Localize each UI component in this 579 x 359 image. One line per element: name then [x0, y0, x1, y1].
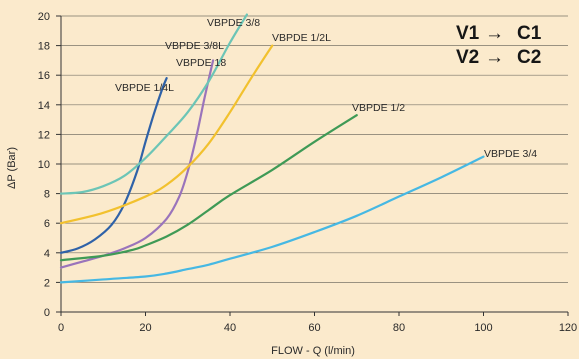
x-axis-label: FLOW - Q (l/min): [271, 345, 355, 357]
route-legend: V1 → C1 V2 → C2: [456, 23, 542, 68]
grid-layer: [61, 15, 568, 283]
y-tick-label: 12: [38, 129, 50, 141]
series-label-vbpde-3-8l: VBPDE 3/8L: [165, 40, 224, 52]
y-axis-label: ΔP (Bar): [6, 147, 18, 189]
y-tick-label: 8: [44, 189, 50, 201]
x-tick-label: 120: [559, 322, 577, 334]
x-tick-label: 40: [224, 322, 236, 334]
y-tick-label: 18: [38, 41, 50, 53]
route-1-arrow: →: [485, 23, 504, 44]
axes-layer: 0 2 4 6 8 10 12 14 16 18 20 0 20 40 60 80 100 120: [38, 11, 577, 334]
y-tick-label: 14: [38, 100, 50, 112]
y-tick-label: 20: [38, 11, 50, 23]
series-line-vbpde-3-8: [59, 13, 248, 195]
series-label-vbpde-1-2: VBPDE 1/2: [352, 102, 405, 114]
y-tick-label: 0: [44, 307, 50, 319]
series-label-vbpde-1-2l: VBPDE 1/2L: [272, 32, 331, 44]
route-1-from: V1: [456, 23, 480, 44]
series-label-vbpde-1-4l: VBPDE 1/4L: [115, 82, 174, 94]
series-label-layer: VBPDE 1/4L VBPDE 3/8L VBPDE 18 VBPDE 3/8 VBP…: [115, 17, 537, 160]
series-line-vbpde-1-2: [59, 114, 358, 262]
y-tick-label: 6: [44, 218, 50, 230]
route-2-from: V2: [456, 47, 479, 68]
route-1-to: C1: [517, 23, 542, 44]
x-tick-label: 0: [58, 322, 64, 334]
series-layer: [59, 13, 485, 284]
series-line-vbpde-3-4: [59, 155, 485, 284]
x-tick-label: 100: [474, 322, 492, 334]
y-tick-label: 16: [38, 70, 50, 82]
y-tick-label: 4: [44, 248, 50, 260]
y-tick-label: 10: [38, 159, 50, 171]
x-tick-label: 80: [393, 322, 405, 334]
series-label-vbpde-3-4: VBPDE 3/4: [484, 148, 537, 160]
series-label-vbpde-3-8: VBPDE 3/8: [207, 17, 260, 29]
x-tick-label: 20: [139, 322, 151, 334]
x-tick-label: 60: [308, 322, 320, 334]
route-2-to: C2: [517, 47, 541, 68]
series-line-vbpde-1-2l: [59, 44, 274, 225]
series-label-vbpde-18: VBPDE 18: [176, 57, 226, 69]
series-line-vbpde-1-4l: [59, 77, 168, 254]
route-2-arrow: →: [485, 47, 504, 68]
y-tick-label: 2: [44, 277, 50, 289]
